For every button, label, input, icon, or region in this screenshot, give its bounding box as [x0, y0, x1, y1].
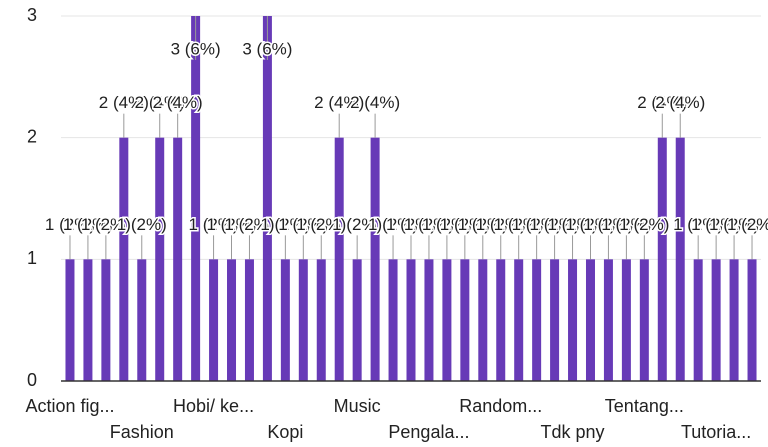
data-label: 1 (2%): [565, 215, 615, 234]
data-label: 2 (4%): [637, 93, 687, 112]
data-label: 1 (2%): [673, 215, 723, 234]
data-label: 1 (2%): [458, 215, 508, 234]
data-label: 1 (2%): [476, 215, 526, 234]
data-label: 1 (2%): [547, 215, 597, 234]
bar: [244, 259, 254, 381]
data-label: 1 (2%): [189, 215, 239, 234]
data-label: 1 (2%): [404, 215, 454, 234]
bar: [370, 137, 380, 381]
data-label: 1 (2%): [63, 215, 113, 234]
data-label: 2 (4%): [350, 93, 400, 112]
bar: [496, 259, 506, 381]
bar: [460, 259, 470, 381]
x-tick-label: Tutoria...: [681, 422, 751, 442]
bar: [621, 259, 631, 381]
bar: [388, 259, 398, 381]
bar: [280, 259, 290, 381]
bar: [173, 137, 183, 381]
bar: [65, 259, 75, 381]
data-label: 1 (2%): [422, 215, 472, 234]
bar: [442, 259, 452, 381]
y-tick-label: 0: [27, 370, 37, 390]
bar: [675, 137, 685, 381]
data-label: 1 (2%): [727, 215, 768, 234]
data-label: 1 (2%): [530, 215, 580, 234]
data-label: 1 (2%): [691, 215, 741, 234]
data-label: 3 (6%): [242, 39, 292, 58]
y-tick-label: 2: [27, 126, 37, 146]
data-label: 1 (2%): [512, 215, 562, 234]
bar: [406, 259, 416, 381]
data-label: 1 (2%): [117, 215, 167, 234]
y-tick-label: 1: [27, 248, 37, 268]
bar: [478, 259, 488, 381]
data-label: 1 (2%): [296, 215, 346, 234]
data-label: 2 (4%): [314, 93, 364, 112]
bar: [101, 259, 111, 381]
bar: [657, 137, 667, 381]
bar: [155, 137, 165, 381]
data-label: 1 (2%): [709, 215, 759, 234]
y-tick-label: 3: [27, 5, 37, 25]
bar: [550, 259, 560, 381]
data-label: 1 (2%): [81, 215, 131, 234]
bar: [603, 259, 613, 381]
data-label: 1 (2%): [224, 215, 274, 234]
bar: [639, 259, 649, 381]
data-label: 1 (2%): [368, 215, 418, 234]
data-label: 1 (2%): [494, 215, 544, 234]
data-label: 1 (2%): [619, 215, 669, 234]
data-label: 1 (2%): [206, 215, 256, 234]
bar: [83, 259, 93, 381]
x-tick-label: Tentang...: [605, 396, 684, 416]
bar: [532, 259, 542, 381]
x-tick-label: Tdk pny: [541, 422, 605, 442]
data-label: 2 (4%): [135, 93, 185, 112]
x-tick-label: Hobi/ ke...: [173, 396, 254, 416]
data-label: 1 (2%): [45, 215, 95, 234]
x-tick-label: Random...: [459, 396, 542, 416]
bar: [209, 259, 219, 381]
data-label: 1 (2%): [583, 215, 633, 234]
data-label: 3 (6%): [171, 39, 221, 58]
data-label: 1 (2%): [386, 215, 436, 234]
x-tick-label: Fashion: [110, 422, 174, 442]
bar: [298, 259, 308, 381]
data-label: 1 (2%): [260, 215, 310, 234]
data-label: 1 (2%): [278, 215, 328, 234]
bar: [227, 259, 237, 381]
data-label: 2 (4%): [655, 93, 705, 112]
bar: [729, 259, 739, 381]
data-label: 1 (2%): [601, 215, 651, 234]
x-tick-label: Kopi: [267, 422, 303, 442]
bar: [334, 137, 344, 381]
bar: [568, 259, 578, 381]
bar: [316, 259, 326, 381]
x-tick-label: Action fig...: [25, 396, 114, 416]
x-tick-label: Music: [334, 396, 381, 416]
bar: [747, 259, 757, 381]
x-tick-label: Pengala...: [388, 422, 469, 442]
bar: [711, 259, 721, 381]
bar: [262, 16, 272, 381]
data-label: 1 (2%): [332, 215, 382, 234]
bar: [693, 259, 703, 381]
bar: [514, 259, 524, 381]
bar: [352, 259, 362, 381]
data-label: 2 (4%): [153, 93, 203, 112]
data-label: 1 (2%): [440, 215, 490, 234]
bar: [191, 16, 201, 381]
bar: [424, 259, 434, 381]
bar: [585, 259, 595, 381]
data-label: 2 (4%): [99, 93, 149, 112]
bar: [137, 259, 147, 381]
bar: [119, 137, 129, 381]
